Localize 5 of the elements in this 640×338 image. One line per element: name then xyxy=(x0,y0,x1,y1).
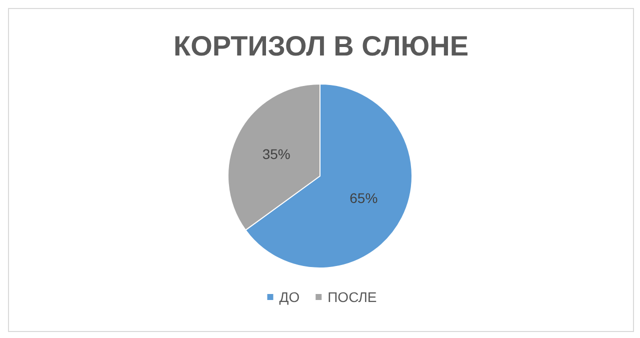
data-label: 35% xyxy=(262,146,290,162)
chart-title: КОРТИЗОЛ В СЛЮНЕ xyxy=(173,30,469,62)
legend-label: ДО xyxy=(279,289,300,305)
legend-label: ПОСЛЕ xyxy=(328,289,377,305)
data-label: 65% xyxy=(350,190,378,206)
